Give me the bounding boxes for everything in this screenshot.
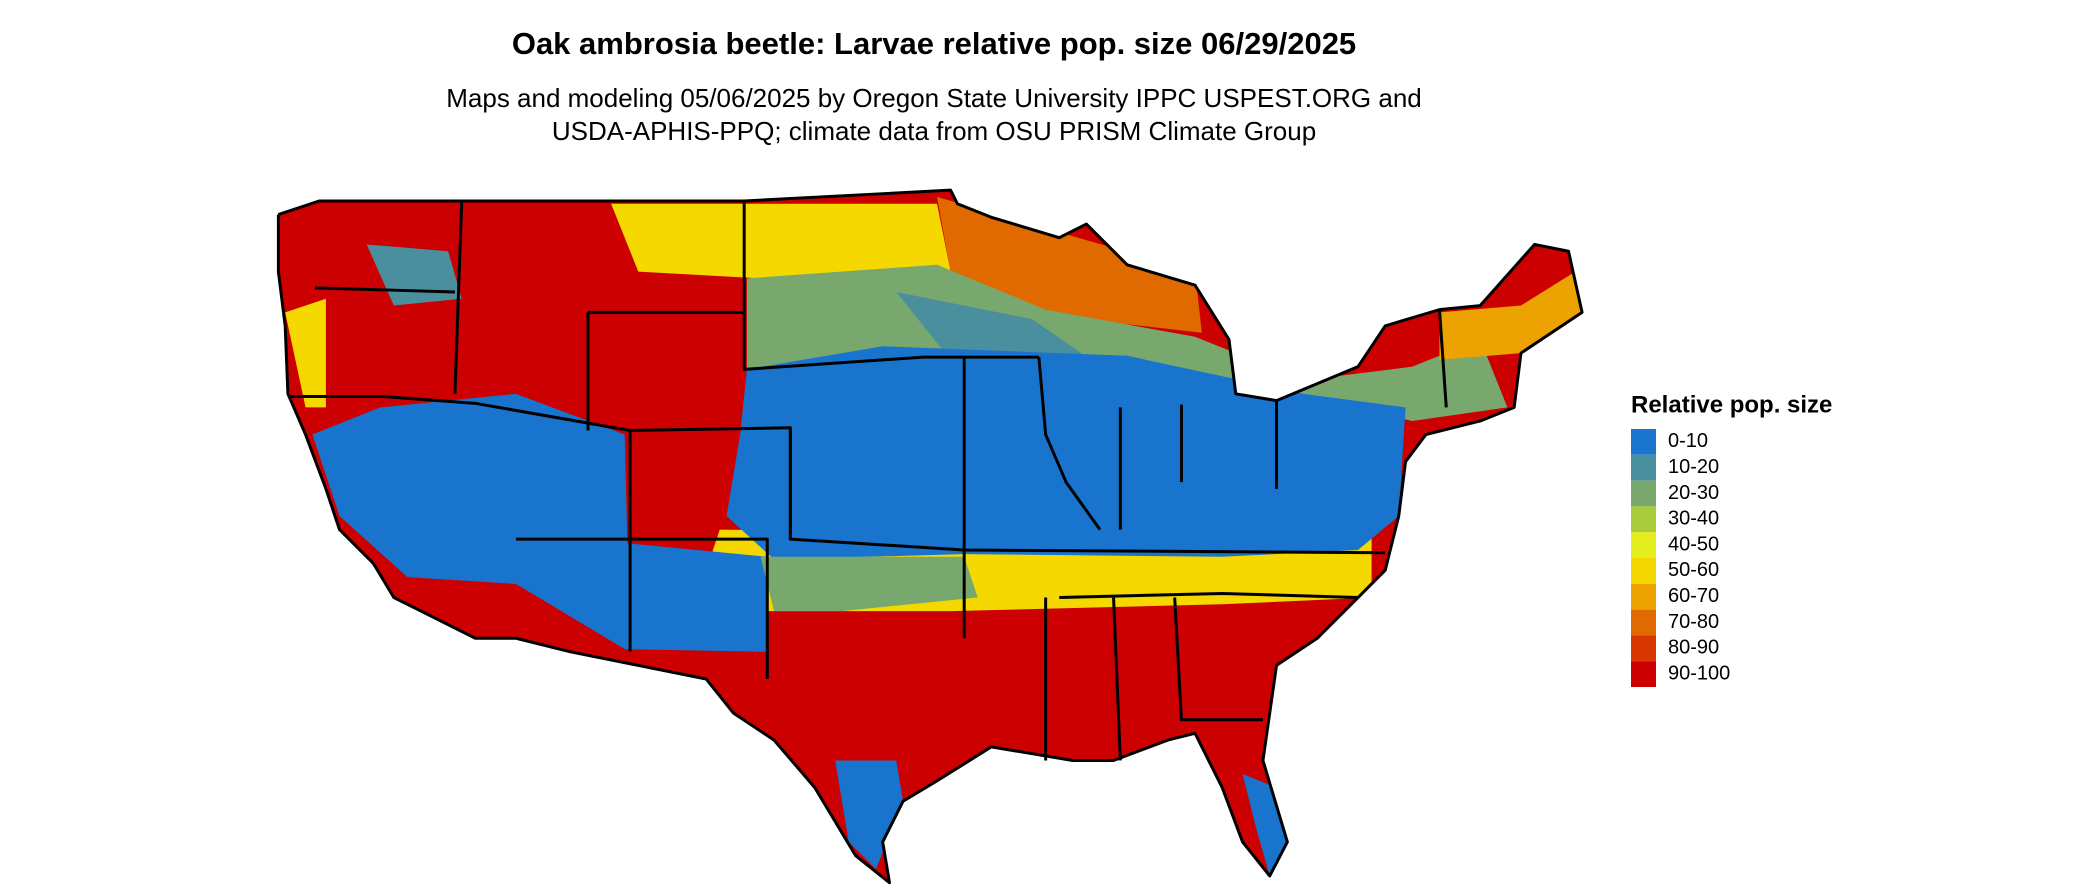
legend-label: 10-20 (1668, 456, 1719, 478)
legend-swatch (1631, 558, 1656, 584)
legend-swatch (1631, 429, 1656, 455)
legend-swatch (1631, 532, 1656, 558)
legend: 0-10 10-20 20-30 30-40 40-50 50-60 60-70 70-80 8… (1631, 429, 1730, 687)
legend-swatch (1631, 609, 1656, 636)
map-region (760, 556, 978, 612)
map-region (937, 196, 1202, 333)
legend-label: 80-90 (1668, 637, 1719, 659)
legend-label: 70-80 (1668, 611, 1719, 633)
map-region (312, 393, 768, 652)
state-borders (276, 188, 1584, 885)
map-region (611, 203, 951, 279)
legend-label: 30-40 (1668, 508, 1719, 530)
us-map (276, 188, 1584, 885)
legend-label: 40-50 (1668, 533, 1719, 555)
legend-label: 60-70 (1668, 585, 1719, 607)
legend-title: Relative pop. size (1631, 391, 1832, 418)
map-region (835, 760, 904, 870)
legend-swatch (1631, 661, 1656, 687)
map-subtitle: USDA-APHIS-PPQ; climate data from OSU PR… (552, 116, 1316, 146)
legend-swatch (1631, 480, 1656, 507)
legend-label: 20-30 (1668, 482, 1719, 504)
map-region (726, 346, 1406, 560)
legend-label: 90-100 (1668, 662, 1730, 684)
map-title: Oak ambrosia beetle: Larvae relative pop… (512, 26, 1356, 61)
legend-label: 0-10 (1668, 430, 1708, 452)
map-region (1439, 271, 1583, 360)
map-subtitle: Maps and modeling 05/06/2025 by Oregon S… (446, 83, 1422, 113)
legend-swatch (1631, 454, 1656, 481)
map-region (285, 298, 326, 408)
legend-label: 50-60 (1668, 559, 1719, 581)
legend-swatch (1631, 583, 1656, 610)
legend-swatch (1631, 506, 1656, 533)
legend-swatch (1631, 635, 1656, 662)
